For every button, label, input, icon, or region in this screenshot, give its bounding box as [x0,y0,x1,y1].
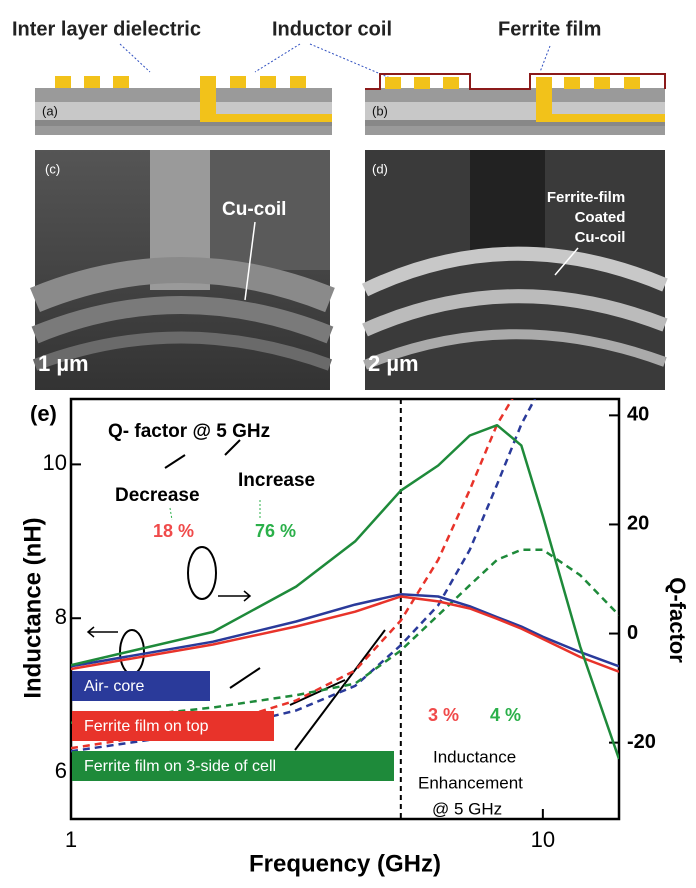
schematic-b: (b) [365,73,666,135]
top-label: Inductor coil [272,18,392,40]
annotation: Cu-coil [222,199,286,220]
top-label: Inter layer dielectric [12,18,201,40]
annotation: Inductance [433,747,516,766]
annotation: Decrease [115,485,200,506]
y2-axis-label: Q-factor [665,577,690,663]
annotation: 76 % [255,521,296,541]
panel-label: (d) [372,161,388,176]
x-axis-label: Frequency (GHz) [249,850,441,877]
y2-tick-label: 0 [627,622,638,644]
y2-tick-label: 40 [627,404,649,426]
x-tick-label: 10 [531,827,555,852]
top-label: Ferrite film [498,18,601,40]
y-tick-label: 8 [55,604,67,629]
y2-tick-label: -20 [627,731,656,753]
legend-box [72,751,394,781]
inductance-line [71,548,619,725]
panel-label: (e) [30,401,57,426]
panel-label: (a) [42,103,58,118]
q-factor-line [71,423,619,760]
q-factor-line [71,595,619,673]
y-tick-label: 10 [43,450,67,475]
annotation: Increase [238,470,315,491]
legend-box [72,671,210,701]
annotation: 3 % [428,705,459,725]
scale-bar: 2 µm [368,351,419,376]
annotation: Q- factor @ 5 GHz [108,421,270,442]
panel-label: (c) [45,161,60,176]
annotation: 18 % [153,521,194,541]
sem-image-c: (c) Cu-coil 1 µm [30,150,335,390]
scale-bar: 1 µm [38,351,89,376]
y-axis-label: Inductance (nH) [19,517,46,698]
legend-box [72,711,274,741]
plot-frame [69,397,621,821]
x-tick-label: 1 [65,827,77,852]
y-tick-label: 6 [55,758,67,783]
panel-label: (b) [372,103,388,118]
y2-tick-label: 20 [627,513,649,535]
q-factor-line [71,593,619,668]
legend-label: Air- core [84,678,145,695]
legend-label: Ferrite film on top [84,718,209,735]
annotation: 4 % [490,705,521,725]
schematic-a: (a) [35,76,332,135]
annotation: Coated [575,209,626,226]
annotation: Cu-coil [575,229,626,246]
annotation: Enhancement [418,773,523,792]
sem-image-d: (d) Ferrite-film Coated Cu-coil 2 µm [361,150,668,390]
annotation: Ferrite-film [547,189,625,206]
annotation: @ 5 GHz [432,799,502,818]
legend-label: Ferrite film on 3-side of cell [84,758,276,775]
